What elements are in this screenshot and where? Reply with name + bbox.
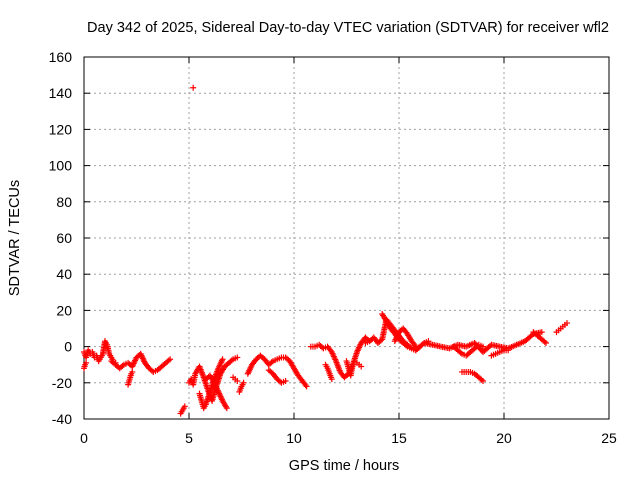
data-point	[129, 368, 136, 375]
y-tick-label: 0	[64, 339, 72, 355]
y-axis-label: SDTVAR / TECUs	[7, 180, 23, 296]
y-tick-label: -20	[52, 375, 72, 391]
data-point	[303, 383, 310, 390]
data-point	[240, 379, 247, 386]
data-point	[328, 376, 335, 383]
y-tick-label: 80	[56, 194, 72, 210]
x-tick-label: 0	[80, 430, 88, 446]
data-point	[302, 382, 309, 389]
data-points	[81, 84, 570, 417]
y-tick-label: -40	[52, 411, 72, 427]
data-point	[190, 84, 197, 91]
grid-lines	[84, 57, 609, 419]
y-tick-label: 140	[49, 85, 73, 101]
data-point	[234, 354, 241, 361]
data-point	[358, 363, 365, 370]
data-point	[543, 339, 549, 346]
plot-frame	[83, 56, 610, 420]
data-point	[181, 403, 188, 410]
chart-title: Day 342 of 2025, Sidereal Day-to-day VTE…	[87, 20, 609, 36]
data-point	[219, 356, 226, 363]
y-tick-label: 100	[49, 158, 73, 174]
data-point	[234, 377, 241, 384]
x-axis-label: GPS time / hours	[289, 458, 399, 474]
data-point	[282, 377, 289, 384]
data-point	[505, 347, 512, 354]
y-tick-label: 60	[56, 230, 72, 246]
x-tick-label: 25	[601, 430, 617, 446]
y-tick-labels: -40 -20 0 20 40 60 80 100 120 140 160	[49, 49, 73, 427]
x-tick-label: 5	[185, 430, 193, 446]
data-point	[480, 377, 486, 384]
y-tick-label: 20	[56, 302, 72, 318]
data-point	[412, 343, 419, 350]
y-tick-label: 40	[56, 266, 72, 282]
x-tick-label: 10	[286, 430, 302, 446]
data-point	[223, 405, 230, 412]
x-tick-label: 20	[496, 430, 512, 446]
data-point	[564, 320, 570, 327]
data-point	[167, 356, 174, 363]
y-tick-label: 120	[49, 121, 73, 137]
x-tick-label: 15	[391, 430, 407, 446]
x-tick-labels: 0 5 10 15 20 25	[80, 430, 617, 446]
data-point	[349, 361, 356, 368]
y-tick-label: 160	[49, 49, 73, 65]
data-point	[480, 343, 486, 350]
data-point	[411, 342, 418, 349]
data-point	[83, 359, 90, 366]
data-point	[538, 329, 545, 336]
